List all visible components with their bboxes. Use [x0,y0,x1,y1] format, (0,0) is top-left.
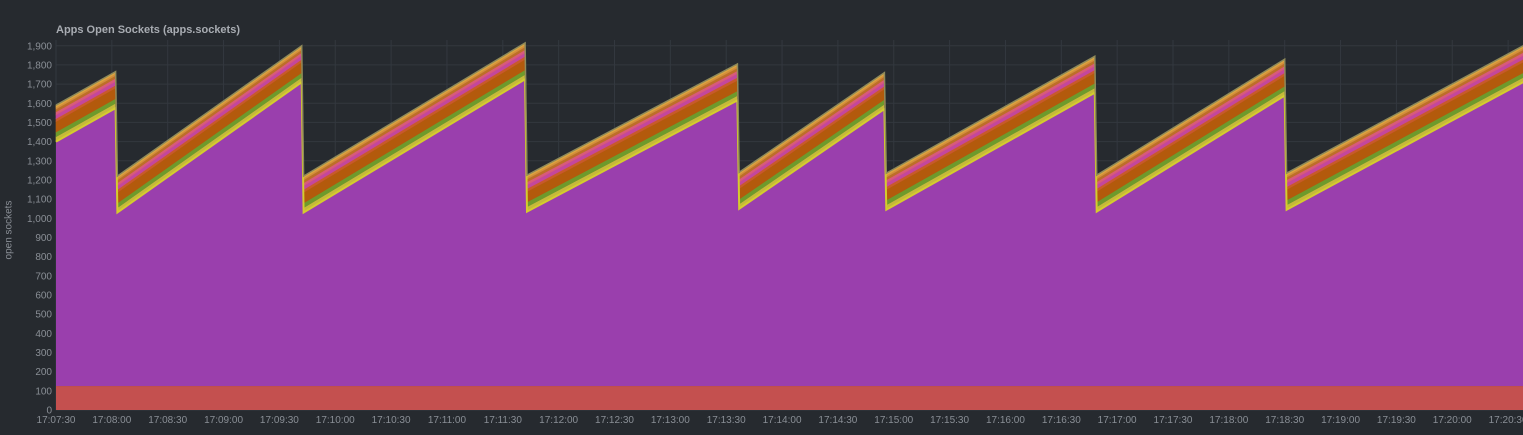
x-tick-label: 17:19:30 [1377,415,1416,426]
y-tick-label: 1,700 [27,80,52,91]
x-tick-label: 17:10:30 [372,415,411,426]
x-tick-label: 17:19:00 [1321,415,1360,426]
y-tick-label: 800 [35,252,52,263]
series-line-top [55,41,1523,178]
y-tick-label: 1,100 [27,195,52,206]
y-tick-label: 1,400 [27,137,52,148]
series-area-main [56,79,1523,387]
x-tick-label: 17:14:00 [763,415,802,426]
x-tick-label: 17:16:00 [986,415,1025,426]
x-tick-label: 17:12:00 [539,415,578,426]
x-tick-label: 17:18:30 [1265,415,1304,426]
x-tick-label: 17:08:00 [92,415,131,426]
x-tick-label: 17:13:00 [651,415,690,426]
x-tick-label: 17:07:30 [37,415,76,426]
x-tick-label: 17:16:30 [1042,415,1081,426]
x-tick-label: 17:11:00 [428,415,467,426]
y-tick-label: 100 [35,386,52,397]
y-tick-label: 1,200 [27,175,52,186]
x-tick-label: 17:10:00 [316,415,355,426]
y-tick-label: 700 [35,271,52,282]
x-tick-label: 17:18:00 [1209,415,1248,426]
y-tick-label: 1,800 [27,60,52,71]
x-tick-label: 17:12:30 [595,415,634,426]
y-tick-label: 900 [35,233,52,244]
x-tick-label: 17:11:30 [484,415,523,426]
x-tick-label: 17:13:30 [707,415,746,426]
y-tick-label: 200 [35,367,52,378]
x-tick-label: 17:14:30 [818,415,857,426]
y-tick-label: 500 [35,310,52,321]
y-tick-label: 0 [46,406,52,417]
series-area-base [56,386,1523,410]
x-tick-label: 17:08:30 [148,415,187,426]
y-tick-label: 400 [35,329,52,340]
x-tick-label: 17:15:00 [874,415,913,426]
x-tick-label: 17:20:00 [1433,415,1472,426]
x-tick-label: 17:09:00 [204,415,243,426]
y-tick-label: 600 [35,290,52,301]
chart-title: Apps Open Sockets (apps.sockets) [56,24,240,36]
y-tick-label: 1,500 [27,118,52,129]
x-tick-label: 17:09:30 [260,415,299,426]
x-tick-label: 17:17:00 [1098,415,1137,426]
x-tick-label: 17:17:30 [1154,415,1193,426]
y-tick-label: 1,600 [27,99,52,110]
x-tick-label: 17:20:30 [1489,415,1523,426]
y-tick-label: 1,300 [27,156,52,167]
x-tick-label: 17:15:30 [930,415,969,426]
y-tick-label: 1,000 [27,214,52,225]
y-tick-label: 300 [35,348,52,359]
y-tick-label: 1,900 [27,41,52,52]
